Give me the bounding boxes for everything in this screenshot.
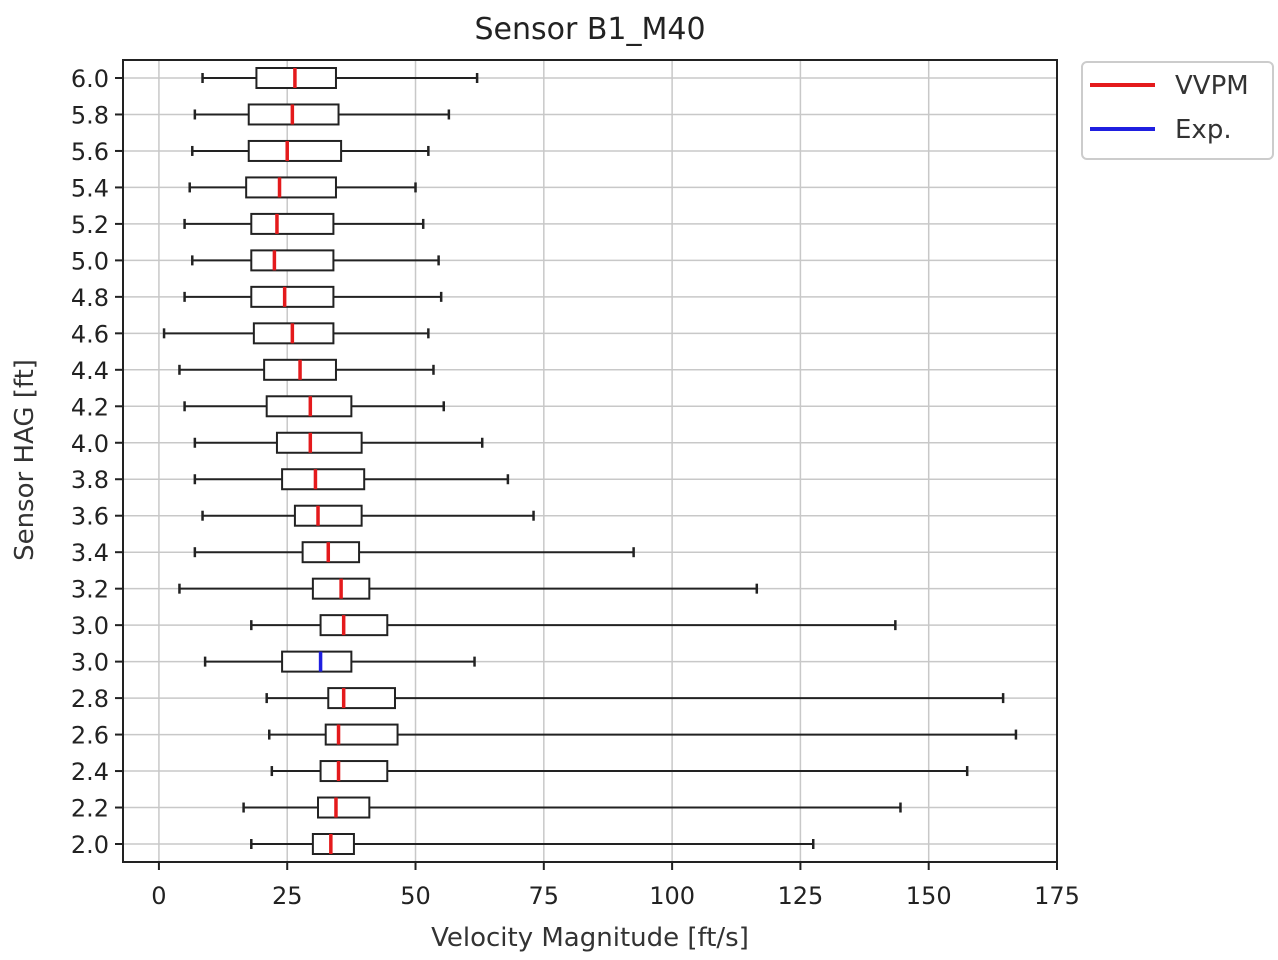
x-tick-label: 125 bbox=[778, 882, 824, 910]
box-vvpm-4.8 bbox=[183, 285, 443, 308]
box-vvpm-3.4 bbox=[193, 541, 635, 564]
y-axis-label: Sensor HAG [ft] bbox=[10, 359, 40, 561]
box-vvpm-5.4 bbox=[188, 176, 417, 199]
legend: VVPM Exp. bbox=[1081, 61, 1274, 160]
x-tick-label: 100 bbox=[649, 882, 695, 910]
x-axis-ticks: 0 25 50 75 100 125 150 175 bbox=[151, 862, 1080, 910]
box-iqr bbox=[301, 541, 361, 564]
chart-title: Sensor B1_M40 bbox=[474, 12, 705, 47]
legend-vvpm-label: VVPM bbox=[1175, 71, 1249, 101]
y-tick-label: 3.6 bbox=[71, 503, 109, 531]
box-vvpm-6.0 bbox=[201, 67, 479, 89]
box-iqr bbox=[281, 468, 366, 491]
box-vvpm-2.8 bbox=[265, 687, 1005, 710]
y-tick-label: 3.4 bbox=[71, 539, 109, 567]
x-tick-label: 25 bbox=[272, 882, 303, 910]
x-tick-label: 150 bbox=[906, 882, 952, 910]
box-iqr bbox=[245, 176, 337, 199]
box-vvpm-2.2 bbox=[242, 796, 902, 819]
box-series bbox=[162, 67, 1018, 855]
box-vvpm-3.0 bbox=[250, 614, 897, 637]
y-tick-label: 4.2 bbox=[71, 393, 109, 421]
box-iqr bbox=[311, 833, 355, 855]
y-tick-label: 4.8 bbox=[71, 284, 109, 312]
box-iqr bbox=[319, 614, 389, 637]
box-vvpm-3.2 bbox=[178, 577, 759, 600]
box-vvpm-5.2 bbox=[183, 212, 425, 235]
box-vvpm-4.0 bbox=[193, 431, 484, 454]
y-tick-label: 2.2 bbox=[71, 795, 109, 823]
box-vvpm-5.0 bbox=[191, 249, 440, 272]
y-tick-label: 5.2 bbox=[71, 211, 109, 239]
box-vvpm-4.4 bbox=[178, 358, 435, 381]
y-tick-label: 3.2 bbox=[71, 576, 109, 604]
y-tick-label: 4.4 bbox=[71, 357, 109, 385]
y-tick-label: 5.8 bbox=[71, 101, 109, 129]
y-tick-label: 4.0 bbox=[71, 430, 109, 458]
box-vvpm-3.6 bbox=[201, 504, 535, 527]
y-tick-label: 2.8 bbox=[71, 685, 109, 713]
legend-exp-label: Exp. bbox=[1175, 115, 1232, 145]
y-tick-label: 5.0 bbox=[71, 247, 109, 275]
box-iqr bbox=[281, 650, 353, 673]
box-vvpm-2.6 bbox=[268, 723, 1018, 746]
y-tick-label: 2.6 bbox=[71, 722, 109, 750]
box-iqr bbox=[275, 431, 363, 454]
y-tick-label: 2.4 bbox=[71, 758, 109, 786]
y-tick-label: 5.6 bbox=[71, 138, 109, 166]
box-vvpm-3.8 bbox=[193, 468, 510, 491]
box-iqr bbox=[317, 796, 371, 819]
box-exp-3.0 bbox=[203, 650, 476, 673]
x-tick-label: 75 bbox=[529, 882, 560, 910]
box-vvpm-2.0 bbox=[250, 833, 815, 855]
y-tick-label: 4.6 bbox=[71, 320, 109, 348]
y-tick-label: 3.0 bbox=[71, 612, 109, 640]
box-vvpm-4.2 bbox=[183, 395, 445, 418]
y-tick-label: 3.0 bbox=[71, 649, 109, 677]
box-iqr bbox=[293, 504, 363, 527]
y-tick-label: 3.8 bbox=[71, 466, 109, 494]
box-vvpm-2.4 bbox=[270, 760, 969, 783]
y-tick-label: 5.4 bbox=[71, 174, 109, 202]
box-vvpm-5.8 bbox=[193, 103, 451, 126]
box-iqr bbox=[247, 139, 343, 162]
x-axis-label: Velocity Magnitude [ft/s] bbox=[431, 923, 749, 953]
box-iqr bbox=[250, 285, 335, 308]
y-tick-label: 2.0 bbox=[71, 831, 109, 859]
y-axis-ticks: 6.0 5.8 5.6 5.4 5.2 5.0 4.8 4.6 4.4 4.2 4.0 3.8 3.6 3… bbox=[71, 65, 123, 859]
box-iqr bbox=[250, 212, 335, 235]
y-tick-label: 6.0 bbox=[71, 65, 109, 93]
box-vvpm-5.6 bbox=[191, 139, 430, 162]
box-iqr bbox=[319, 760, 389, 783]
box-iqr bbox=[327, 687, 396, 710]
x-tick-label: 0 bbox=[151, 882, 166, 910]
plot-frame bbox=[122, 59, 1058, 863]
box-iqr bbox=[324, 723, 399, 746]
x-tick-label: 175 bbox=[1034, 882, 1080, 910]
box-iqr bbox=[250, 249, 335, 272]
box-vvpm-4.6 bbox=[162, 322, 430, 345]
x-tick-label: 50 bbox=[400, 882, 431, 910]
